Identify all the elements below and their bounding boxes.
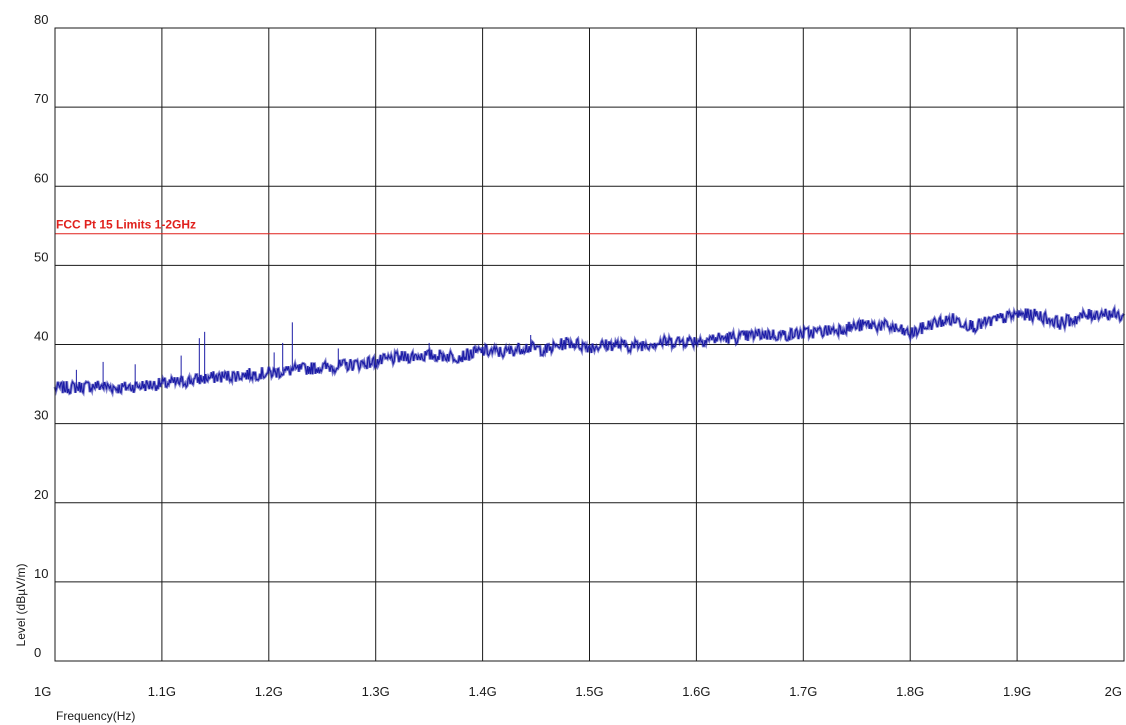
x-tick-label-7: 1.7G xyxy=(789,684,817,699)
y-axis-title: Level (dBµV/m) xyxy=(14,564,28,647)
x-tick-label-9: 1.9G xyxy=(1003,684,1031,699)
x-axis-title: Frequency(Hz) xyxy=(56,709,135,723)
x-tick-label-4: 1.4G xyxy=(469,684,497,699)
y-tick-label-8: 80 xyxy=(34,12,48,27)
y-tick-labels: 0 10 20 30 40 50 60 70 80 xyxy=(34,12,48,660)
x-tick-label-0: 1G xyxy=(34,684,51,699)
x-tick-label-2: 1.2G xyxy=(255,684,283,699)
x-tick-labels: 1G 1.1G 1.2G 1.3G 1.4G 1.5G 1.6G 1.7G 1.8G 1.9G 2G xyxy=(34,684,1122,699)
y-tick-label-5: 50 xyxy=(34,249,48,264)
y-tick-label-2: 20 xyxy=(34,487,48,502)
x-tick-label-10: 2G xyxy=(1105,684,1122,699)
x-tick-label-1: 1.1G xyxy=(148,684,176,699)
limit-line-label: FCC Pt 15 Limits 1-2GHz xyxy=(56,218,196,232)
x-tick-label-3: 1.3G xyxy=(362,684,390,699)
x-tick-label-5: 1.5G xyxy=(575,684,603,699)
y-tick-label-0: 0 xyxy=(34,645,41,660)
y-tick-label-7: 70 xyxy=(34,91,48,106)
y-tick-label-1: 10 xyxy=(34,566,48,581)
plot-border xyxy=(54,27,1125,662)
plot-frame xyxy=(54,27,1125,662)
y-tick-label-6: 60 xyxy=(34,170,48,185)
y-tick-label-3: 30 xyxy=(34,408,48,423)
y-tick-label-4: 40 xyxy=(34,329,48,344)
x-tick-label-8: 1.8G xyxy=(896,684,924,699)
x-tick-label-6: 1.6G xyxy=(682,684,710,699)
trace-group xyxy=(53,303,1126,398)
limit-line-group: FCC Pt 15 Limits 1-2GHz xyxy=(55,218,1124,235)
emission-trace-band xyxy=(53,303,1126,398)
